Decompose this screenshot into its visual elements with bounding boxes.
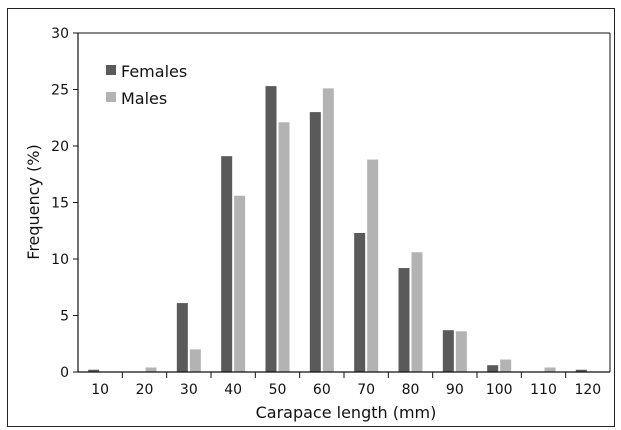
bar-males-40 xyxy=(234,195,246,372)
y-tick-label-25: 25 xyxy=(51,83,69,99)
y-tick-label-20: 20 xyxy=(51,139,69,155)
x-axis-title: Carapace length (mm) xyxy=(256,403,437,422)
bar-females-90 xyxy=(442,330,454,372)
x-tick-label-80: 80 xyxy=(402,382,420,398)
y-tick-label-15: 15 xyxy=(51,196,69,212)
bar-females-60 xyxy=(309,112,321,372)
y-tick-label-30: 30 xyxy=(51,26,69,42)
bar-females-120 xyxy=(575,369,587,372)
bar-males-100 xyxy=(500,359,512,372)
bar-males-110 xyxy=(544,367,556,372)
x-tick-label-30: 30 xyxy=(180,382,198,398)
y-axis-title: Frequency (%) xyxy=(24,144,43,259)
legend-swatch-males xyxy=(106,92,116,102)
bar-males-90 xyxy=(455,331,467,372)
x-tick-label-120: 120 xyxy=(574,382,601,398)
y-tick-label-0: 0 xyxy=(60,365,69,381)
x-tick-label-70: 70 xyxy=(357,382,375,398)
legend-swatch-females xyxy=(106,65,116,75)
x-tick-label-60: 60 xyxy=(313,382,331,398)
legend: Females Males xyxy=(106,62,187,108)
bar-females-30 xyxy=(176,303,188,372)
bar-males-30 xyxy=(189,349,201,372)
legend-label-males: Males xyxy=(121,89,167,108)
bar-males-80 xyxy=(411,252,423,372)
x-tick-label-10: 10 xyxy=(91,382,109,398)
y-tick-label-5: 5 xyxy=(60,309,69,325)
chart-frame xyxy=(7,8,615,427)
bar-females-50 xyxy=(265,86,277,373)
bar-females-10 xyxy=(88,369,100,372)
y-tick-labels: 0 5 10 15 20 25 30 xyxy=(51,26,69,381)
legend-label-females: Females xyxy=(121,62,187,81)
y-tick-label-10: 10 xyxy=(51,252,69,268)
bar-males-60 xyxy=(322,88,334,373)
x-tick-label-110: 110 xyxy=(530,382,557,398)
x-tick-label-50: 50 xyxy=(269,382,287,398)
axes-group xyxy=(73,32,611,378)
bars-group xyxy=(88,86,587,373)
x-tick-labels: 10 20 30 40 50 60 70 80 90 100 110 120 xyxy=(91,382,601,398)
bar-males-70 xyxy=(367,159,379,372)
x-tick-label-20: 20 xyxy=(136,382,154,398)
bar-females-100 xyxy=(487,365,499,372)
bar-females-70 xyxy=(354,233,366,372)
bar-males-20 xyxy=(145,367,157,372)
x-tick-label-100: 100 xyxy=(486,382,513,398)
x-tick-label-40: 40 xyxy=(224,382,242,398)
bar-males-50 xyxy=(278,122,290,373)
bar-females-80 xyxy=(398,268,410,372)
bar-females-40 xyxy=(221,156,233,372)
x-tick-label-90: 90 xyxy=(446,382,464,398)
